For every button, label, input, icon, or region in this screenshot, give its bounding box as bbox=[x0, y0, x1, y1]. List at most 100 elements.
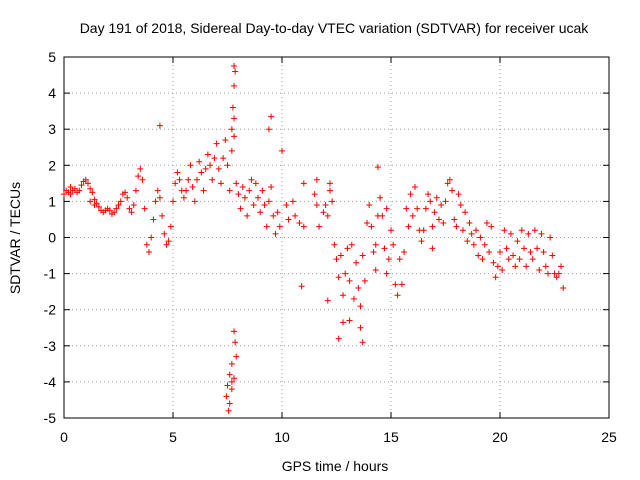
data-point bbox=[451, 216, 458, 223]
data-point bbox=[411, 183, 418, 190]
data-point bbox=[122, 189, 129, 196]
data-point bbox=[228, 126, 235, 133]
data-point bbox=[268, 113, 275, 120]
data-point bbox=[300, 223, 307, 230]
data-point bbox=[525, 230, 532, 237]
y-tick-label: 5 bbox=[48, 49, 56, 65]
data-point bbox=[183, 187, 190, 194]
data-point bbox=[200, 187, 207, 194]
data-point bbox=[501, 227, 508, 234]
data-point bbox=[555, 270, 562, 277]
data-point bbox=[457, 202, 464, 209]
data-point bbox=[204, 151, 211, 158]
data-point bbox=[473, 227, 480, 234]
x-tick-label: 10 bbox=[274, 429, 290, 445]
data-point bbox=[394, 292, 401, 299]
data-point bbox=[364, 220, 371, 227]
x-tick-label: 5 bbox=[169, 429, 177, 445]
data-point bbox=[276, 223, 283, 230]
data-point bbox=[217, 180, 224, 187]
data-point bbox=[224, 382, 231, 389]
data-point bbox=[289, 198, 296, 205]
data-point bbox=[361, 277, 368, 284]
data-point bbox=[222, 137, 229, 144]
y-tick-labels: -5 -4 -3 -2 -1 0 1 2 3 4 5 bbox=[44, 49, 57, 426]
x-tick-labels: 0 5 10 15 20 25 bbox=[60, 429, 617, 445]
data-point bbox=[329, 198, 336, 205]
data-point bbox=[481, 241, 488, 248]
data-point bbox=[355, 285, 362, 292]
data-point bbox=[225, 407, 232, 414]
data-point bbox=[174, 169, 181, 176]
data-point bbox=[209, 176, 216, 183]
y-tick-label: 1 bbox=[48, 193, 56, 209]
data-point bbox=[418, 238, 425, 245]
data-point bbox=[130, 202, 137, 209]
data-point bbox=[359, 339, 366, 346]
data-point bbox=[283, 202, 290, 209]
data-point bbox=[156, 194, 163, 201]
data-point bbox=[383, 205, 390, 212]
data-point bbox=[233, 353, 240, 360]
data-point bbox=[257, 209, 264, 216]
data-point bbox=[163, 241, 170, 248]
data-point bbox=[514, 238, 521, 245]
data-point bbox=[558, 263, 565, 270]
data-point bbox=[215, 165, 222, 172]
data-point bbox=[396, 256, 403, 263]
data-point bbox=[228, 378, 235, 385]
data-point bbox=[279, 147, 285, 154]
data-point bbox=[239, 183, 246, 190]
data-point bbox=[146, 248, 153, 255]
data-point bbox=[296, 220, 303, 227]
data-point bbox=[231, 133, 238, 140]
data-point bbox=[374, 164, 381, 171]
data-point bbox=[165, 238, 172, 245]
data-point bbox=[390, 241, 397, 248]
data-point bbox=[372, 266, 379, 273]
x-axis-label: GPS time / hours bbox=[282, 458, 389, 474]
data-point bbox=[265, 126, 272, 133]
data-point bbox=[189, 183, 196, 190]
data-point bbox=[383, 270, 390, 277]
data-point bbox=[76, 187, 83, 194]
data-point bbox=[488, 223, 495, 230]
data-point bbox=[368, 223, 375, 230]
data-point bbox=[228, 147, 235, 154]
y-tick-label: 0 bbox=[48, 230, 56, 246]
data-point bbox=[324, 297, 331, 304]
data-point bbox=[132, 187, 139, 194]
data-point bbox=[322, 202, 329, 209]
data-point bbox=[232, 68, 239, 75]
y-tick-label: -4 bbox=[44, 374, 57, 390]
data-point bbox=[344, 245, 351, 252]
data-point bbox=[67, 191, 74, 198]
data-point bbox=[191, 198, 198, 205]
data-point bbox=[523, 263, 530, 270]
data-point bbox=[95, 203, 102, 210]
data-point bbox=[252, 180, 259, 187]
data-point bbox=[357, 324, 364, 331]
data-point bbox=[340, 292, 347, 299]
data-point bbox=[357, 303, 364, 310]
data-point bbox=[398, 281, 405, 288]
data-point bbox=[483, 220, 490, 227]
data-point bbox=[435, 216, 442, 223]
data-point bbox=[274, 209, 281, 216]
data-point bbox=[401, 248, 408, 255]
data-point bbox=[422, 205, 429, 212]
data-point bbox=[71, 185, 78, 192]
data-point bbox=[176, 176, 183, 183]
data-point bbox=[531, 227, 538, 234]
y-tick-label: 2 bbox=[48, 157, 56, 173]
data-point bbox=[185, 176, 192, 183]
data-point bbox=[241, 194, 248, 201]
data-point bbox=[468, 230, 475, 237]
data-point bbox=[141, 205, 148, 212]
data-point bbox=[540, 248, 547, 255]
chart-title: Day 191 of 2018, Sidereal Day-to-day VTE… bbox=[80, 20, 590, 36]
data-point bbox=[379, 212, 386, 219]
data-point bbox=[385, 256, 392, 263]
data-point bbox=[494, 263, 501, 270]
